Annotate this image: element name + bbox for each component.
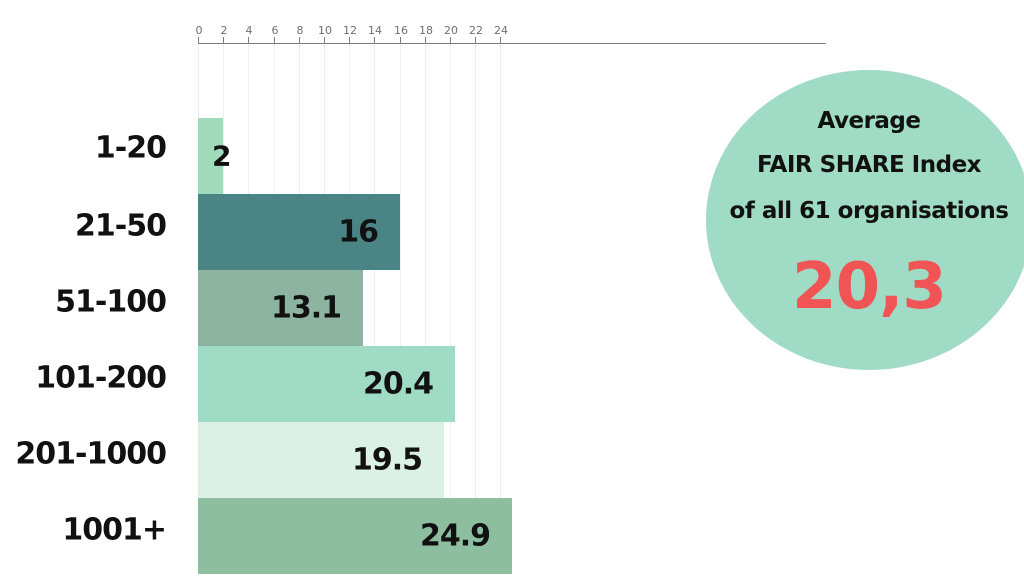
bar-value-label: 13.1 [270,290,342,326]
annotation-line-1: Average [817,108,922,134]
bar-value-label: 2 [212,139,232,173]
x-tick [274,37,275,44]
x-tick [223,37,224,44]
bar: 16 [198,194,400,270]
x-tick [450,37,451,44]
bar: 24.9 [198,498,512,574]
annotation-line-2: FAIR SHARE Index [756,152,982,178]
category-label: 21-50 [75,208,167,244]
x-tick-label: 0 [195,24,203,37]
category-label: 51-100 [55,284,167,320]
x-tick [475,37,476,44]
x-tick-label: 22 [469,24,483,37]
x-tick [248,37,249,44]
x-tick-label: 20 [444,24,458,37]
category-label: 101-200 [35,360,167,396]
x-tick-label: 6 [271,24,279,37]
category-label: 1-20 [94,130,167,166]
x-tick [299,37,300,44]
annotation-line-3: of all 61 organisations [729,198,1009,224]
x-tick-label: 8 [296,24,304,37]
grid-line [400,44,401,574]
x-tick-label: 12 [343,24,357,37]
bar: 2 [198,118,232,194]
x-tick-label: 16 [394,24,408,37]
x-tick [400,37,401,44]
x-tick [324,37,325,44]
x-tick [349,37,350,44]
bar-value-label: 16 [338,214,379,250]
grid-line [425,44,426,574]
grid-line [500,44,501,574]
x-axis-line [198,43,826,44]
category-label: 1001+ [62,512,167,548]
bar-value-label: 19.5 [351,442,423,478]
x-tick [500,37,501,44]
category-label: 201-1000 [15,436,167,472]
grid-line [450,44,451,574]
x-tick-label: 10 [318,24,332,37]
average-annotation-circle: Average FAIR SHARE Index of all 61 organ… [706,70,1024,370]
grid-line [475,44,476,574]
x-tick-label: 14 [368,24,382,37]
x-tick-label: 4 [245,24,253,37]
x-tick-label: 24 [494,24,508,37]
bar: 19.5 [198,422,444,498]
average-value: 20,3 [792,250,947,324]
x-tick [425,37,426,44]
x-tick [198,37,199,44]
bar-value-label: 20.4 [362,366,434,402]
bar-value-label: 24.9 [419,518,491,554]
bar: 13.1 [198,270,363,346]
x-tick-label: 18 [419,24,433,37]
grid-line [374,44,375,574]
bar: 20.4 [198,346,455,422]
x-tick [374,37,375,44]
x-tick-label: 2 [220,24,228,37]
